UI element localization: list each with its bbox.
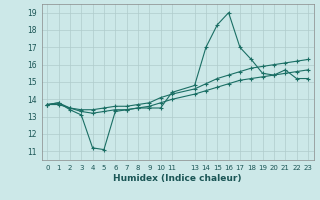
X-axis label: Humidex (Indice chaleur): Humidex (Indice chaleur): [113, 174, 242, 183]
